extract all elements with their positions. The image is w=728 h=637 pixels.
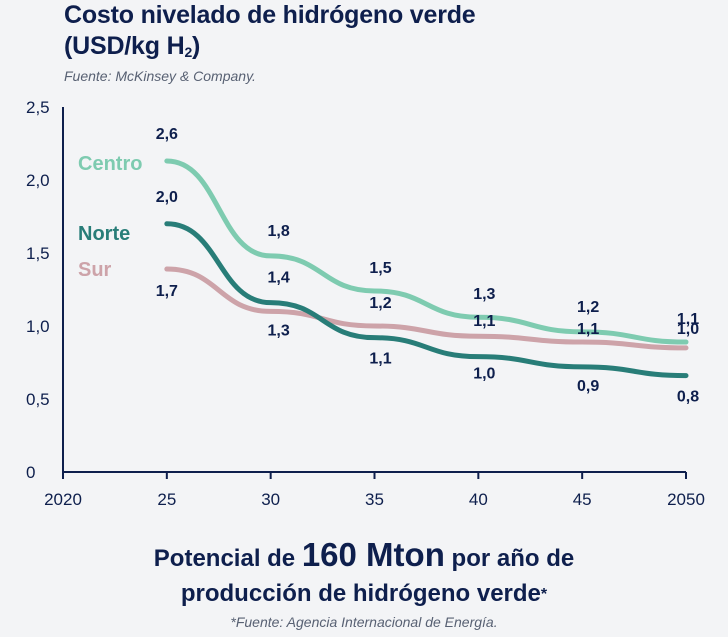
- title-line-1: Costo nivelado de hidrógeno verde: [64, 1, 476, 29]
- data-label-sur: 1,1: [473, 313, 495, 330]
- footnote-mark: *: [540, 586, 548, 603]
- x-tick-label: 2020: [44, 490, 82, 509]
- data-label-centro: 1,2: [577, 299, 599, 316]
- footer-callout: Potencial de 160 Mton por año de producc…: [0, 536, 728, 611]
- data-label-norte: 0,8: [677, 389, 699, 406]
- footer-line-1: Potencial de 160 Mton por año de: [153, 536, 575, 573]
- series-line-norte: [164, 221, 689, 379]
- legend-label-norte: Norte: [78, 223, 130, 245]
- chart-title: Costo nivelado de hidrógeno verde (USD/k…: [64, 0, 476, 68]
- series-lines: [164, 158, 689, 379]
- data-label-norte: 2,0: [156, 189, 178, 206]
- series-line-sur: [164, 266, 689, 351]
- data-labels: 2,61,81,51,31,21,12,01,41,11,00,90,81,71…: [156, 126, 700, 406]
- title-subscript: 2: [184, 44, 193, 60]
- y-tick-label: 2,0: [26, 171, 50, 190]
- data-label-sur: 1,1: [577, 321, 599, 338]
- data-label-sur: 1,2: [369, 295, 391, 312]
- series-line-centro: [164, 158, 689, 345]
- data-label-sur: 1,7: [156, 283, 178, 300]
- x-tick-label: 25: [157, 490, 176, 509]
- x-tick-label: 35: [365, 490, 384, 509]
- potential-highlight: 160 Mton: [301, 536, 445, 573]
- x-tick-label: 45: [573, 490, 592, 509]
- data-label-norte: 1,1: [369, 351, 391, 368]
- x-tick-label: 2050: [667, 490, 705, 509]
- data-label-norte: 1,4: [268, 270, 290, 287]
- line-chart: 2,5 2,0 1,5 1,0 0,5 0 2020 25 30 35 40 45 2050 2,6 1,…: [26, 98, 705, 509]
- footnote: *Fuente: Agencia Internacional de Energí…: [230, 614, 498, 630]
- y-tick-label: 1,5: [26, 244, 50, 263]
- data-label-centro: 1,5: [369, 260, 391, 277]
- data-label-norte: 0,9: [577, 378, 599, 395]
- chart-source: Fuente: McKinsey & Company.: [64, 68, 256, 84]
- data-label-centro: 2,6: [156, 126, 178, 143]
- legend-label-centro: Centro: [78, 153, 142, 175]
- data-label-sur: 1,3: [268, 322, 290, 339]
- x-tick-label: 40: [469, 490, 488, 509]
- data-label-centro: 1,8: [268, 223, 290, 240]
- axes: 2,5 2,0 1,5 1,0 0,5 0 2020 25 30 35 40 45 2050: [26, 98, 705, 509]
- series-names: Centro Norte Sur: [78, 153, 142, 281]
- data-label-sur: 1,0: [677, 321, 699, 338]
- y-tick-label: 0: [26, 463, 35, 482]
- x-tick-label: 30: [261, 490, 280, 509]
- footer-line-2: producción de hidrógeno verde*: [180, 580, 548, 607]
- legend-label-sur: Sur: [78, 259, 112, 281]
- data-label-norte: 1,0: [473, 366, 495, 383]
- data-label-centro: 1,1: [677, 311, 699, 328]
- data-label-centro: 1,3: [473, 286, 495, 303]
- title-line-2: (USD/kg H2): [64, 32, 201, 60]
- y-tick-label: 2,5: [26, 98, 50, 117]
- y-tick-label: 1,0: [26, 317, 50, 336]
- y-tick-label: 0,5: [26, 390, 50, 409]
